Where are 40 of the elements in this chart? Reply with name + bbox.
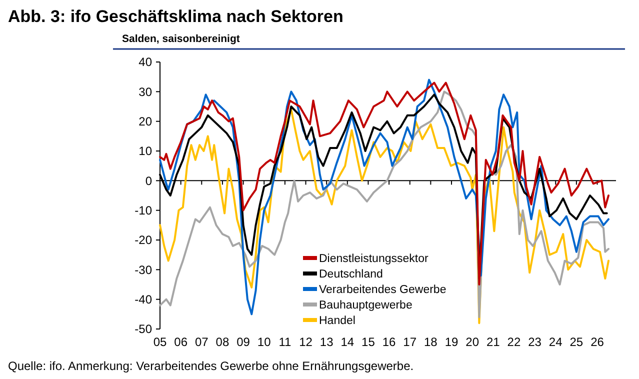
x-tick-label: 15 — [362, 335, 376, 349]
x-tick-label: 14 — [340, 335, 354, 349]
x-tick-label: 22 — [507, 335, 521, 349]
x-tick-label: 17 — [403, 335, 417, 349]
x-tick-label: 24 — [548, 335, 563, 349]
x-tick-label: 16 — [382, 335, 396, 349]
legend-label: Verarbeitendes Gewerbe — [319, 284, 446, 296]
x-tick-label: 20 — [466, 335, 480, 349]
legend-label: Deutschland — [319, 268, 383, 281]
x-tick-label: 23 — [528, 335, 542, 349]
y-tick-label: 40 — [138, 55, 152, 70]
x-tick-label: 06 — [174, 335, 188, 349]
x-tick-label: 25 — [570, 335, 584, 349]
legend-label: Dienstleistungssektor — [319, 253, 428, 266]
y-tick-label: -20 — [134, 233, 152, 248]
x-tick-label: 21 — [486, 335, 500, 349]
x-tick-label: 13 — [320, 335, 334, 349]
x-tick-label: 11 — [278, 335, 292, 349]
source-note: Quelle: ifo. Anmerkung: Verarbeitendes Gewerbe ohne Ernährungsgewerbe. — [8, 359, 414, 373]
y-tick-label: -10 — [134, 204, 152, 218]
x-tick-label: 07 — [194, 335, 209, 349]
legend-label: Handel — [319, 315, 356, 328]
x-tick-label: 05 — [153, 335, 167, 349]
x-tick-label: 26 — [590, 335, 604, 349]
x-tick-label: 10 — [257, 335, 272, 349]
x-tick-label: 12 — [299, 335, 313, 349]
y-tick-label: 20 — [138, 114, 152, 129]
chart-subtitle: Salden, saisonbereinigt — [122, 33, 240, 45]
x-tick-label: 09 — [236, 335, 250, 349]
x-tick-label: 08 — [216, 335, 230, 349]
legend-label: Bauhauptgewerbe — [319, 300, 412, 312]
y-tick-label: -50 — [134, 322, 152, 336]
y-tick-label: 10 — [138, 144, 152, 158]
y-tick-label: -30 — [134, 262, 152, 277]
y-tick-label: -40 — [134, 292, 152, 307]
x-tick-label: 18 — [424, 335, 438, 349]
y-tick-label: 0 — [145, 174, 152, 188]
y-tick-label: 30 — [138, 84, 152, 99]
x-tick-label: 19 — [444, 335, 458, 349]
chart-title: Abb. 3: ifo Geschäftsklima nach Sektoren — [8, 7, 344, 26]
